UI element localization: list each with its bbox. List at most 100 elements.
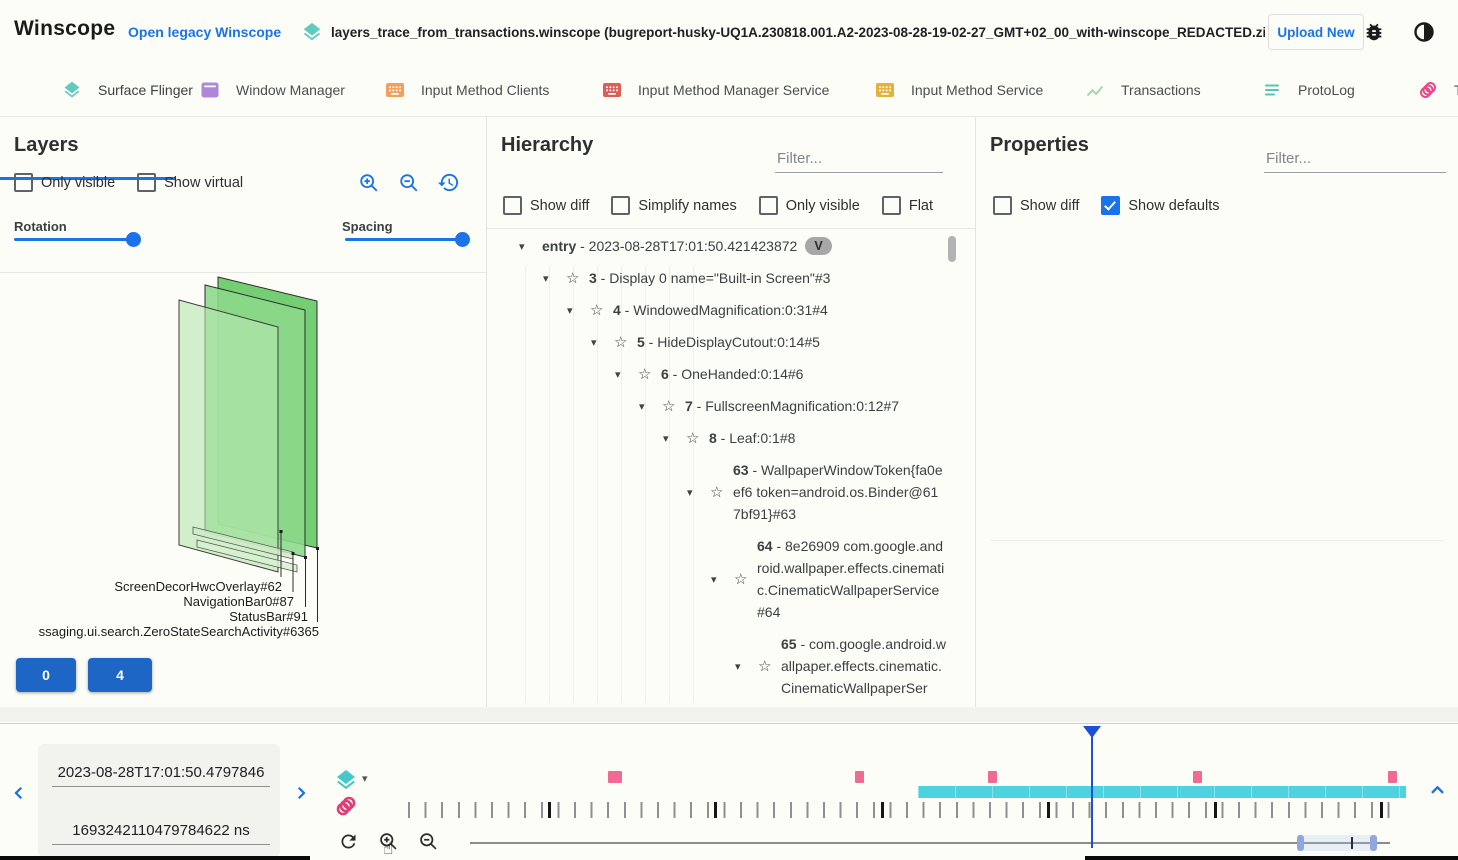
tab-input-method-clients[interactable]: Input Method Clients <box>385 64 549 116</box>
checkbox-flat[interactable] <box>881 196 901 215</box>
hierarchy-title: Hierarchy <box>501 134 594 156</box>
properties-filter-input[interactable] <box>1264 144 1446 173</box>
star-icon[interactable]: ☆ <box>590 301 604 319</box>
timeline-refresh-button[interactable] <box>338 831 360 853</box>
star-icon[interactable]: ☆ <box>566 269 580 287</box>
spacing-slider[interactable] <box>345 232 470 247</box>
tab-transitions[interactable]: Tr <box>1418 64 1458 116</box>
spacing-slider-thumb[interactable] <box>455 232 470 247</box>
trace-dropdown-caret[interactable]: ▾ <box>362 772 368 785</box>
tree-node-entry[interactable]: ▾ entry - 2023-08-28T17:01:50.421423872 V <box>487 230 957 262</box>
zoom-range-selector[interactable] <box>1297 835 1377 851</box>
rotation-slider[interactable] <box>14 232 141 247</box>
tree-node[interactable]: ▾ ☆ 5 - HideDisplayCutout:0:14#5 <box>591 333 820 351</box>
expand-arrow-icon[interactable]: ▾ <box>543 271 549 285</box>
keyboard-icon <box>875 80 895 100</box>
show-diff-label: Show diff <box>530 197 590 214</box>
tree-node[interactable]: ▾ ☆ 64 - 8e26909 com.google.android.wall… <box>711 538 945 620</box>
tree-node[interactable]: ▾ ☆ 65 - com.google.android.wallpaper.ef… <box>735 636 946 696</box>
expand-arrow-icon[interactable]: ▾ <box>663 431 669 445</box>
tree-node[interactable]: ▾ ☆ 4 - WindowedMagnification:0:31#4 <box>567 301 828 319</box>
dark-mode-toggle-icon[interactable] <box>1412 20 1436 44</box>
transitions-trace-ticks <box>408 802 1396 818</box>
timeline-zoom-in-button[interactable] <box>378 831 400 853</box>
surface-flinger-trace-icon[interactable] <box>334 768 358 792</box>
bug-report-icon[interactable] <box>1363 21 1385 43</box>
timeline-zoom-out-button[interactable] <box>418 831 440 853</box>
hierarchy-filter-input[interactable] <box>775 144 943 173</box>
rotation-slider-thumb[interactable] <box>126 232 141 247</box>
tab-transactions[interactable]: Transactions <box>1085 64 1201 116</box>
checkbox-show-diff[interactable] <box>993 196 1012 215</box>
checkbox-show-diff[interactable] <box>503 196 522 215</box>
tree-node[interactable]: ▾ ☆ 3 - Display 0 name="Built-in Screen"… <box>543 269 831 287</box>
hierarchy-options: Show diff Simplify names Only visible Fl… <box>503 196 933 215</box>
tree-node[interactable]: ▾ ☆ 6 - OneHanded:0:14#6 <box>615 365 804 383</box>
star-icon[interactable]: ☆ <box>710 483 724 501</box>
checkbox-only-visible[interactable] <box>14 173 33 192</box>
expand-arrow-icon[interactable]: ▾ <box>711 572 717 586</box>
layer-label[interactable]: StatusBar#91 <box>229 609 308 624</box>
timestamp-human-input[interactable] <box>52 758 270 787</box>
next-entry-button[interactable] <box>292 784 310 802</box>
expand-arrow-icon[interactable]: ▾ <box>591 335 597 349</box>
zoom-in-button[interactable] <box>358 172 380 194</box>
star-icon[interactable]: ☆ <box>638 365 652 383</box>
expand-arrow-icon[interactable]: ▾ <box>639 399 645 413</box>
tab-label: Tr <box>1454 82 1458 98</box>
star-icon[interactable]: ☆ <box>686 429 700 447</box>
trace-file-name: layers_trace_from_transactions.winscope … <box>331 25 1265 40</box>
collapse-timeline-button[interactable] <box>1428 781 1446 799</box>
tab-input-method-service[interactable]: Input Method Service <box>875 64 1043 116</box>
checkbox-show-virtual[interactable] <box>137 173 157 192</box>
range-handle-left[interactable] <box>1297 835 1304 851</box>
tree-node[interactable]: ▾ ☆ 8 - Leaf:0:1#8 <box>663 429 796 447</box>
tree-node[interactable]: ▾ ☆ 7 - FullscreenMagnification:0:12#7 <box>639 397 900 415</box>
expand-arrow-icon[interactable]: ▾ <box>567 303 573 317</box>
spacing-label: Spacing <box>342 219 393 234</box>
checkbox-only-visible[interactable] <box>758 196 778 215</box>
layer-label[interactable]: ScreenDecorHwcOverlay#62 <box>114 579 282 594</box>
horizontal-scrollbar-track[interactable] <box>0 707 1458 722</box>
tab-surface-flinger[interactable]: Surface Flinger <box>62 64 193 116</box>
layer-label[interactable]: NavigationBar0#87 <box>183 594 294 609</box>
display-4-button[interactable]: 4 <box>88 658 152 692</box>
timeline-canvas[interactable] <box>408 768 1410 850</box>
bookmark-marker[interactable] <box>608 771 622 783</box>
expand-arrow-icon[interactable]: ▾ <box>615 367 621 381</box>
tab-protolog[interactable]: ProtoLog <box>1262 64 1355 116</box>
previous-entry-button[interactable] <box>10 784 28 802</box>
zoom-out-button[interactable] <box>398 172 420 194</box>
tab-input-method-manager-service[interactable]: Input Method Manager Service <box>602 64 829 116</box>
bookmark-marker[interactable] <box>988 771 997 783</box>
checkbox-simplify-names[interactable] <box>611 196 631 215</box>
star-icon[interactable]: ☆ <box>758 657 772 675</box>
open-legacy-link[interactable]: Open legacy Winscope <box>128 24 282 40</box>
display-0-button[interactable]: 0 <box>16 658 76 692</box>
bookmark-marker[interactable] <box>855 771 864 783</box>
upload-new-button[interactable]: Upload New <box>1268 14 1364 50</box>
bookmark-marker[interactable] <box>1388 771 1397 783</box>
bookmark-marker[interactable] <box>1193 771 1202 783</box>
tab-window-manager[interactable]: Window Manager <box>200 64 345 116</box>
sf-trace-band[interactable] <box>918 786 1406 798</box>
expand-arrow-icon[interactable]: ▾ <box>519 239 525 253</box>
reset-view-button[interactable] <box>437 171 459 193</box>
active-tab-indicator <box>0 177 176 180</box>
star-icon[interactable]: ☆ <box>614 333 628 351</box>
timestamp-ns-input[interactable] <box>52 816 270 845</box>
range-handle-right[interactable] <box>1370 835 1377 851</box>
star-icon[interactable]: ☆ <box>662 397 676 415</box>
tree-node[interactable]: ▾ ☆ 63 - WallpaperWindowToken{fa0eef6 to… <box>687 462 943 522</box>
expand-arrow-icon[interactable]: ▾ <box>735 659 741 673</box>
layers-options: Only visible Show virtual <box>14 173 243 192</box>
zoom-range-track[interactable] <box>470 842 1390 844</box>
checkbox-show-defaults[interactable] <box>1101 196 1121 215</box>
star-icon[interactable]: ☆ <box>734 570 748 588</box>
timeline-cursor[interactable] <box>1091 726 1093 848</box>
layer-label[interactable]: ssaging.ui.search.ZeroStateSearchActivit… <box>38 624 319 639</box>
hierarchy-scrollbar[interactable] <box>948 236 956 262</box>
layers-3d-view[interactable] <box>0 272 486 644</box>
transitions-trace-icon[interactable] <box>334 794 358 818</box>
expand-arrow-icon[interactable]: ▾ <box>687 485 693 499</box>
